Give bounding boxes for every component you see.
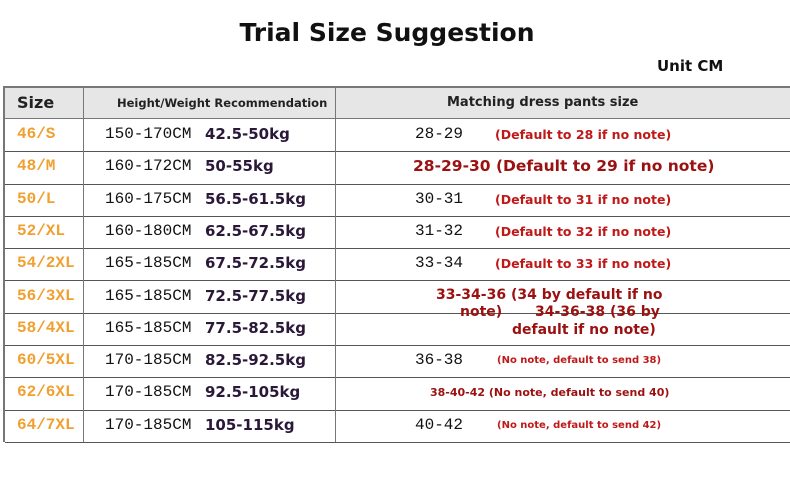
header-size: Size (17, 93, 55, 112)
table-row: 48/M 160-172CM 50-55kg 28-29-30 (Default to… (5, 151, 790, 185)
height-cell: 170-185CM (105, 383, 192, 402)
weight-cell: 56.5-61.5kg (205, 189, 306, 208)
size-cell: 58/4XL (17, 318, 75, 337)
table-row: 60/5XL 170-185CM 82.5-92.5kg 36-38 (No note,… (5, 345, 790, 379)
pants-note: (Default to 31 if no note) (495, 191, 672, 207)
pants-note: (Default to 32 if no note) (495, 223, 672, 239)
size-cell: 46/S (17, 125, 56, 143)
pants-size-cell: 36-38 (415, 351, 464, 370)
pants-note: (No note, default to send 38) (497, 355, 662, 367)
size-cell: 50/L (17, 189, 56, 208)
pants-size-cell: 30-31 (415, 189, 464, 208)
pants-note-3xl-end: note) (460, 304, 503, 320)
divider (83, 88, 84, 442)
table-row: 50/L 160-175CM 56.5-61.5kg 30-31 (Default to… (5, 184, 790, 217)
size-cell: 48/M (17, 157, 56, 176)
weight-cell: 92.5-105kg (205, 383, 301, 402)
weight-cell: 82.5-92.5kg (205, 351, 306, 370)
header-height-weight: Height/Weight Recommendation (117, 96, 328, 110)
pants-size-cell: 38-40-42 (No note, default to send 40) (430, 386, 670, 400)
table-row: 56/3XL 165-185CM 72.5-77.5kg (5, 281, 790, 314)
size-cell: 60/5XL (17, 351, 75, 370)
height-cell: 165-185CM (105, 286, 192, 305)
height-cell: 160-172CM (105, 157, 192, 176)
table-row: 46/S 150-170CM 42.5-50kg 28-29 (Default to 2… (5, 119, 790, 153)
table-row: 52/XL 160-180CM 62.5-67.5kg 31-32 (Default t… (5, 216, 790, 250)
pants-size-cell: 40-42 (415, 415, 464, 434)
pants-note: (Default to 28 if no note) (495, 127, 672, 142)
table-header: Size Height/Weight Recommendation Matchi… (5, 88, 790, 119)
pants-size-cell: 28-29-30 (Default to 29 if no note) (413, 157, 715, 176)
table-row: 54/2XL 165-185CM 67.5-72.5kg 33-34 (Default … (5, 248, 790, 282)
size-cell: 62/6XL (17, 383, 75, 402)
pants-size-cell: 28-29 (415, 125, 464, 143)
size-table: Size Height/Weight Recommendation Matchi… (3, 86, 790, 443)
height-cell: 165-185CM (105, 254, 192, 273)
weight-cell: 72.5-77.5kg (205, 286, 306, 305)
pants-note-4xl: 34-36-38 (36 by (535, 304, 660, 320)
pants-note-4xl-end: default if no note) (512, 322, 656, 338)
weight-cell: 77.5-82.5kg (205, 318, 306, 337)
pants-note-3xl: 33-34-36 (34 by default if no (436, 287, 663, 303)
size-cell: 56/3XL (17, 286, 75, 305)
size-cell: 52/XL (17, 221, 66, 240)
height-cell: 160-180CM (105, 221, 192, 240)
weight-cell: 42.5-50kg (205, 125, 290, 143)
size-cell: 64/7XL (17, 415, 75, 434)
pants-note: (Default to 33 if no note) (495, 256, 672, 272)
table-row: 62/6XL 170-185CM 92.5-105kg 38-40-42 (No no… (5, 377, 790, 411)
header-pants: Matching dress pants size (447, 95, 639, 110)
height-cell: 170-185CM (105, 415, 192, 434)
pants-size-cell: 33-34 (415, 254, 464, 273)
divider (335, 88, 336, 442)
unit-label: Unit CM (657, 57, 724, 75)
weight-cell: 67.5-72.5kg (205, 254, 306, 273)
height-cell: 150-170CM (105, 125, 192, 143)
weight-cell: 105-115kg (205, 415, 295, 434)
height-cell: 165-185CM (105, 318, 192, 337)
height-cell: 170-185CM (105, 351, 192, 370)
table-row: 58/4XL 165-185CM 77.5-82.5kg (5, 313, 790, 347)
pants-note: (No note, default to send 42) (497, 419, 662, 431)
size-cell: 54/2XL (17, 254, 75, 273)
pants-size-cell: 31-32 (415, 221, 464, 240)
weight-cell: 62.5-67.5kg (205, 221, 306, 240)
page-title: Trial Size Suggestion (239, 18, 535, 47)
table-row: 64/7XL 170-185CM 105-115kg 40-42 (No note, d… (5, 410, 790, 443)
weight-cell: 50-55kg (205, 157, 274, 176)
height-cell: 160-175CM (105, 189, 192, 208)
